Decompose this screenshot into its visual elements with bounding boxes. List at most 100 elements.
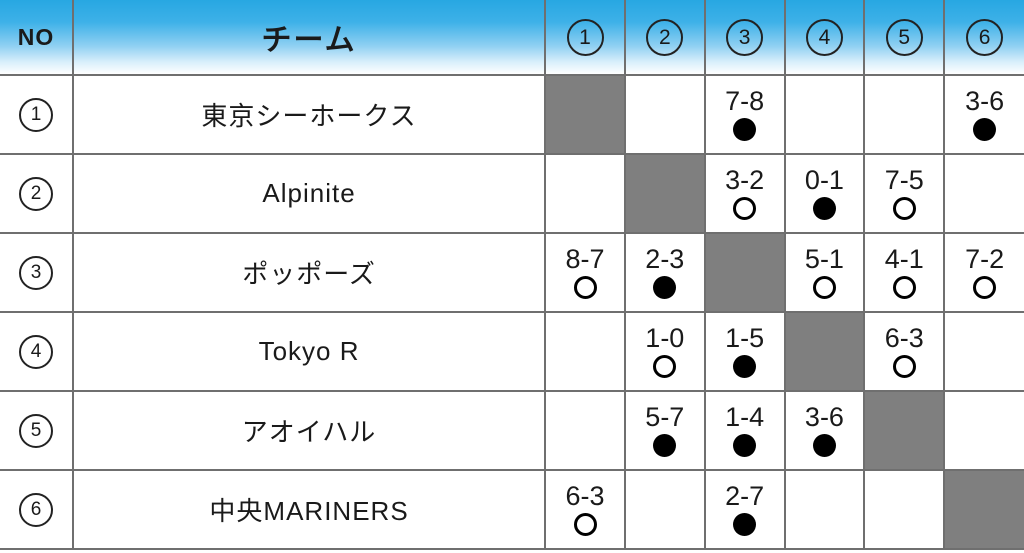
score-text: 6-3 — [565, 481, 605, 511]
result-mark-icon — [733, 355, 757, 378]
result-mark-icon — [812, 434, 836, 457]
header-col-6: 6 — [943, 0, 1024, 76]
team-name: アオイハル — [71, 390, 547, 471]
match-result: 5-1 — [783, 232, 866, 313]
circled-number-icon: 5 — [885, 18, 923, 56]
match-result: 6-3 — [863, 311, 946, 392]
score-text: 7-2 — [965, 244, 1005, 274]
circled-number-icon: 6 — [966, 18, 1004, 56]
match-result: 3-2 — [703, 153, 786, 234]
match-result: 2-7 — [703, 469, 786, 550]
match-result: 1-5 — [703, 311, 786, 392]
row-number: 5 — [0, 390, 74, 471]
header-team: チーム — [71, 0, 547, 76]
team-name: ポッポーズ — [71, 232, 547, 313]
result-mark-icon — [653, 276, 677, 299]
match-result: 6-3 — [544, 469, 626, 550]
row-number: 6 — [0, 469, 74, 550]
self-match-cell — [863, 390, 946, 471]
circled-number-icon: 2 — [19, 176, 53, 211]
match-result: 3-6 — [783, 390, 866, 471]
score-text: 4-1 — [884, 244, 924, 274]
empty-cell — [783, 74, 866, 155]
score-text: 5-1 — [804, 244, 844, 274]
match-result: 5-7 — [623, 390, 706, 471]
score-text: 5-7 — [645, 402, 685, 432]
result-mark-icon — [733, 513, 757, 536]
empty-cell — [544, 153, 626, 234]
score-text: 1-5 — [725, 323, 765, 353]
empty-cell — [544, 390, 626, 471]
table-row: 6 中央MARINERS 6-3 2-7 — [0, 469, 1024, 550]
circled-number-icon: 3 — [726, 18, 764, 56]
circled-number-icon: 4 — [805, 18, 843, 56]
score-text: 1-4 — [725, 402, 765, 432]
score-text: 3-6 — [965, 86, 1005, 116]
score-text: 0-1 — [804, 165, 844, 195]
table-row: 5 アオイハル 5-7 1-4 3-6 — [0, 390, 1024, 471]
circled-number-icon: 6 — [19, 492, 53, 527]
match-result: 2-3 — [623, 232, 706, 313]
match-result: 8-7 — [544, 232, 626, 313]
circled-number-icon: 5 — [19, 413, 53, 448]
match-result: 7-5 — [863, 153, 946, 234]
team-name: 中央MARINERS — [71, 469, 547, 550]
score-text: 2-3 — [645, 244, 685, 274]
score-text: 8-7 — [565, 244, 605, 274]
result-mark-icon — [733, 434, 757, 457]
header-col-2: 2 — [623, 0, 706, 76]
score-text: 1-0 — [645, 323, 685, 353]
header-row: NO チーム 1 2 3 4 5 6 — [0, 0, 1024, 76]
score-text: 3-2 — [725, 165, 765, 195]
result-mark-icon — [973, 276, 997, 299]
table-row: 3 ポッポーズ 8-7 2-3 5-1 4-1 7-2 — [0, 232, 1024, 313]
circled-number-icon: 2 — [646, 18, 684, 56]
result-mark-icon — [892, 197, 916, 220]
circled-number-icon: 3 — [19, 255, 53, 290]
table-row: 1 東京シーホークス 7-8 3-6 — [0, 74, 1024, 155]
header-col-1: 1 — [544, 0, 626, 76]
header-col-5: 5 — [863, 0, 946, 76]
match-result: 7-2 — [943, 232, 1024, 313]
team-name: Tokyo R — [71, 311, 547, 392]
empty-cell — [863, 469, 946, 550]
match-result: 7-8 — [703, 74, 786, 155]
empty-cell — [544, 311, 626, 392]
result-mark-icon — [653, 355, 677, 378]
match-result: 0-1 — [783, 153, 866, 234]
match-result: 4-1 — [863, 232, 946, 313]
empty-cell — [943, 153, 1024, 234]
circled-number-icon: 4 — [19, 334, 53, 369]
empty-cell — [863, 74, 946, 155]
header-col-3: 3 — [703, 0, 786, 76]
circled-number-icon: 1 — [566, 18, 604, 56]
self-match-cell — [703, 232, 786, 313]
empty-cell — [783, 469, 866, 550]
table-row: 2 Alpinite 3-2 0-1 7-5 — [0, 153, 1024, 234]
score-text: 6-3 — [884, 323, 924, 353]
score-text: 7-8 — [725, 86, 765, 116]
result-mark-icon — [973, 118, 997, 141]
result-mark-icon — [733, 197, 757, 220]
team-name: Alpinite — [71, 153, 547, 234]
result-mark-icon — [573, 513, 597, 536]
header-col-4: 4 — [783, 0, 866, 76]
self-match-cell — [623, 153, 706, 234]
row-number: 3 — [0, 232, 74, 313]
self-match-cell — [783, 311, 866, 392]
circled-number-icon: 1 — [19, 97, 53, 132]
score-text: 7-5 — [884, 165, 924, 195]
result-mark-icon — [573, 276, 597, 299]
header-no: NO — [0, 0, 74, 76]
score-text: 2-7 — [725, 481, 765, 511]
empty-cell — [623, 469, 706, 550]
team-name: 東京シーホークス — [71, 74, 547, 155]
table-row: 4 Tokyo R 1-0 1-5 6-3 — [0, 311, 1024, 392]
match-result: 3-6 — [943, 74, 1024, 155]
match-result: 1-4 — [703, 390, 786, 471]
row-number: 2 — [0, 153, 74, 234]
result-mark-icon — [733, 118, 757, 141]
empty-cell — [943, 311, 1024, 392]
score-text: 3-6 — [804, 402, 844, 432]
